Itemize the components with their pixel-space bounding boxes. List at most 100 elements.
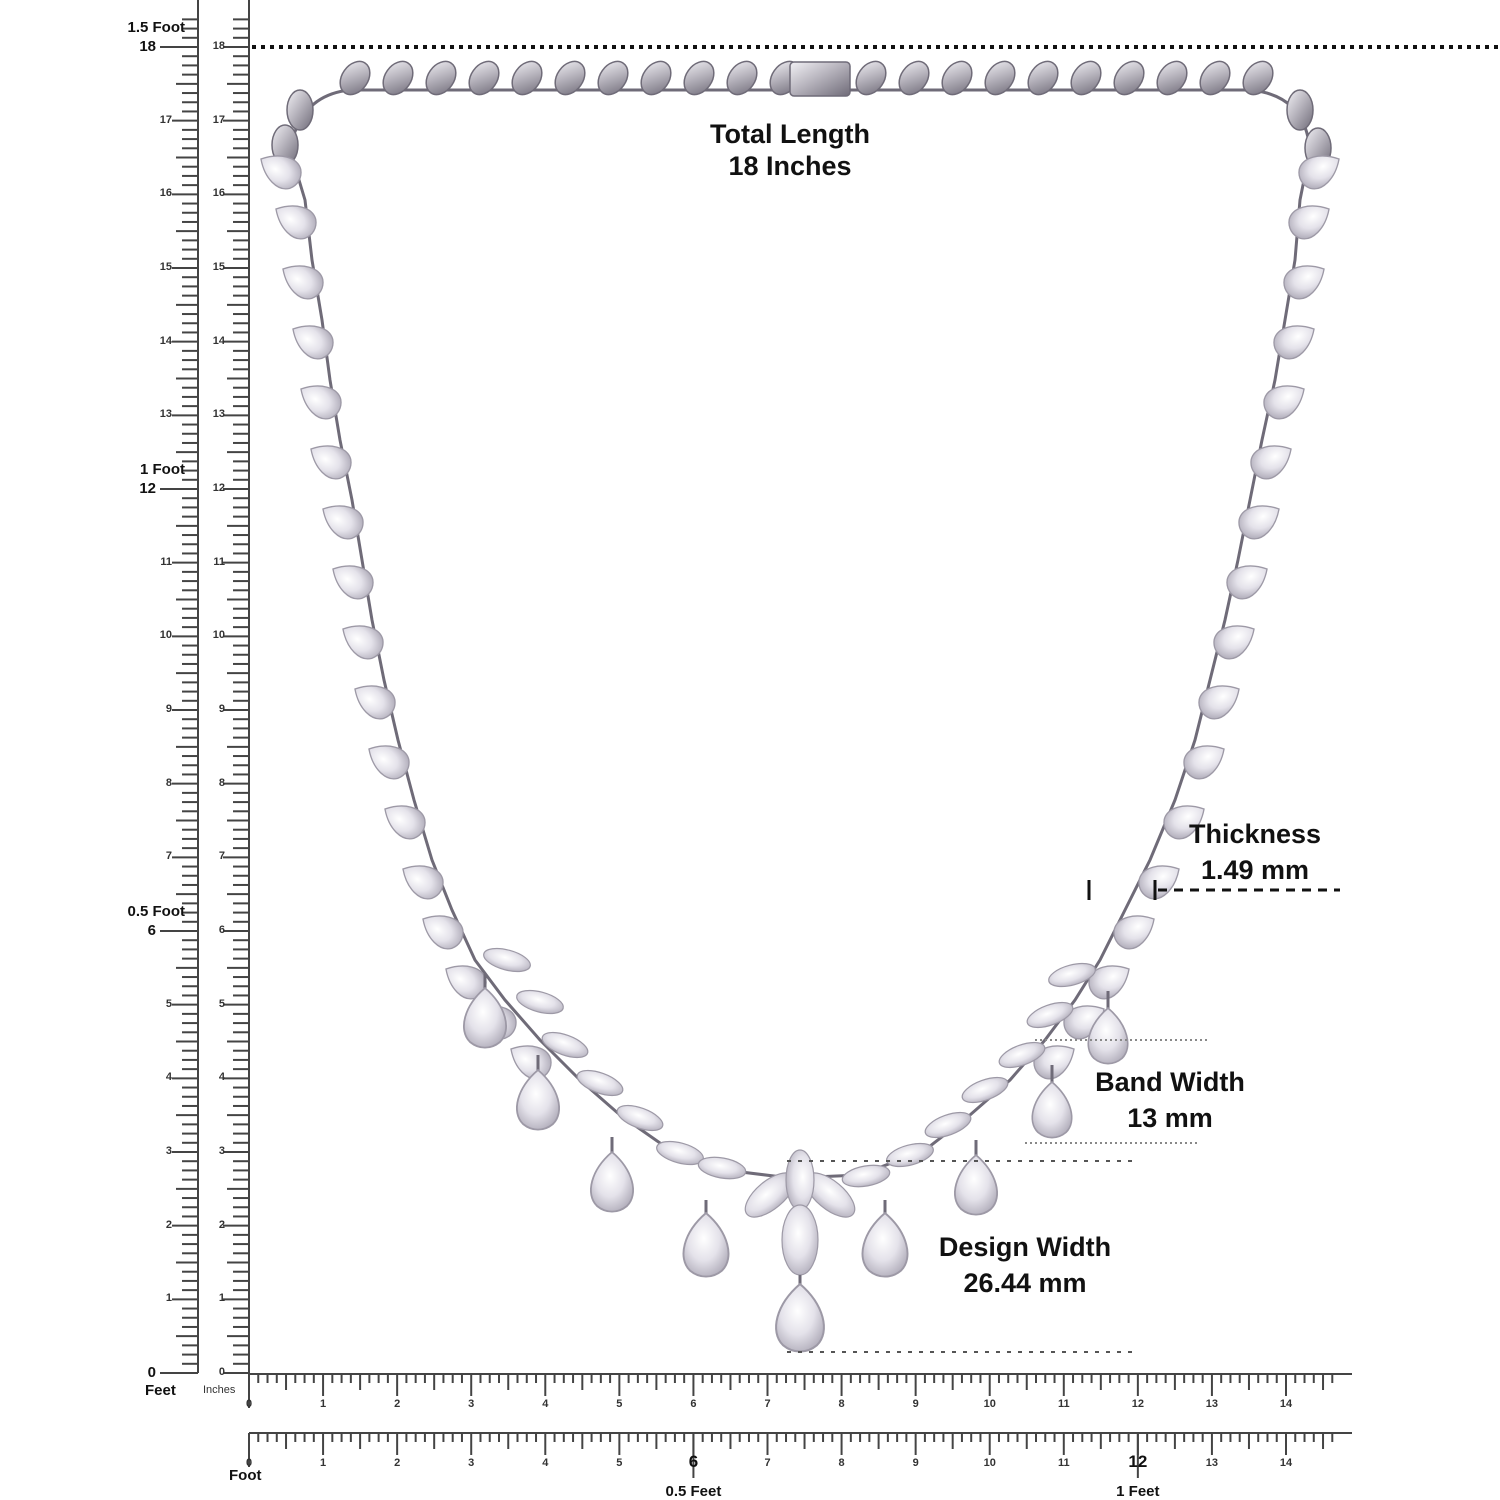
inch-ruler-number: 10	[212, 629, 225, 642]
thickness-title: Thickness	[1188, 819, 1322, 849]
feet-ruler-number: 0	[147, 1364, 156, 1381]
feet-ruler-number: 17	[159, 113, 172, 126]
feet-ruler-number: 2	[394, 1457, 401, 1469]
feet-ruler-number: 11	[160, 555, 172, 568]
feet-ruler-number: 18	[139, 38, 156, 55]
feet-ruler-number: 15	[159, 261, 172, 273]
thickness-value: 1.49 mm	[1200, 855, 1310, 886]
total-length-label: Total Length 18 Inches	[660, 118, 920, 183]
feet-ruler-number: 3	[165, 1145, 172, 1157]
marquise-stone	[1026, 1001, 1074, 1029]
pear-stone	[275, 205, 317, 240]
band-width-value: 13 mm	[1127, 1103, 1213, 1134]
inch-ruler-number: 1	[320, 1398, 327, 1410]
pear-stone	[402, 865, 444, 900]
feet-ruler-number: 5	[165, 997, 172, 1010]
inch-ruler-number: 14	[212, 334, 225, 347]
inch-ruler-number: 4	[218, 1071, 225, 1084]
marquise-stone	[998, 1041, 1046, 1069]
marquise-stone	[516, 989, 564, 1015]
pear-stone	[422, 915, 464, 950]
inch-ruler-number: 6	[690, 1398, 697, 1410]
feet-ruler-number: 8	[838, 1457, 845, 1469]
inch-ruler-number: 13	[1205, 1398, 1219, 1410]
pear-stone	[1138, 865, 1180, 900]
pear-stone	[775, 1282, 825, 1353]
feet-ruler-number: 6	[688, 1452, 699, 1471]
feet-unit-label: Feet	[145, 1382, 176, 1399]
feet-ruler-number: 7	[764, 1457, 771, 1469]
feet-ruler-number: 7	[165, 850, 172, 863]
pear-stone	[332, 565, 374, 600]
design-width-label: Design Width 26.44 mm	[910, 1231, 1140, 1300]
inch-ruler-number: 3	[468, 1398, 475, 1410]
marquise-stone	[616, 1104, 664, 1132]
pear-stone	[282, 265, 324, 300]
pear-stone	[682, 1211, 730, 1278]
design-width-title: Design Width	[938, 1232, 1112, 1262]
thickness-guide	[1087, 880, 1340, 900]
pear-stone	[1263, 385, 1305, 420]
inch-ruler-number: 16	[212, 187, 225, 200]
marquise-stone	[697, 1156, 747, 1180]
pear-stone	[1298, 155, 1340, 190]
inch-ruler-number: 9	[218, 703, 225, 715]
inch-ruler-number: 6	[218, 924, 225, 936]
inch-ruler-number: 8	[838, 1398, 845, 1410]
necklace-image	[260, 60, 1340, 1353]
feet-marker-label: 1 Feet	[1116, 1483, 1160, 1500]
marquise-stone	[576, 1069, 624, 1097]
band-width-title: Band Width	[1095, 1067, 1245, 1097]
band-width-label: Band Width 13 mm	[1070, 1066, 1270, 1135]
pear-stone	[1113, 915, 1155, 950]
feet-ruler-number: 14	[1279, 1457, 1293, 1469]
pear-stone	[342, 625, 384, 660]
pear-stone	[354, 685, 396, 720]
pear-stone	[384, 805, 426, 840]
feet-ruler-number: 6	[147, 922, 156, 939]
clasp	[789, 61, 851, 97]
inch-ruler-number: 17	[212, 113, 225, 126]
pear-stone	[300, 385, 342, 420]
horizontal-rulers	[248, 1373, 1352, 1478]
feet-marker-label: 1 Foot	[140, 461, 185, 478]
feet-ruler-number: 0	[245, 1457, 253, 1469]
inch-ruler-number: 9	[912, 1398, 919, 1410]
inch-ruler-number: 13	[212, 408, 225, 421]
pear-stone	[1087, 1006, 1129, 1065]
feet-ruler-number: 5	[616, 1457, 623, 1469]
pear-stone	[1288, 205, 1330, 240]
pear-stone	[953, 1153, 999, 1216]
pear-stone	[310, 445, 352, 480]
pear-stone	[1183, 745, 1225, 780]
pear-stone	[322, 505, 364, 540]
pear-stone	[1088, 965, 1130, 1000]
pear-stone	[260, 155, 302, 190]
total-length-value: 18 Inches	[728, 151, 852, 182]
pear-stone	[1283, 265, 1325, 300]
pear-stone	[1250, 445, 1292, 480]
inch-ruler-number: 18	[212, 40, 225, 52]
pear-stone	[292, 325, 334, 360]
feet-ruler-number: 2	[165, 1218, 172, 1231]
pear-stone	[462, 986, 508, 1049]
pear-stone	[1033, 1045, 1075, 1080]
feet-ruler-number: 9	[165, 703, 172, 715]
feet-ruler-number: 8	[165, 776, 172, 789]
marquise-stone	[961, 1076, 1009, 1104]
inch-ruler-number: 11	[213, 555, 225, 568]
feet-ruler-number: 10	[159, 629, 172, 642]
feet-ruler-number: 12	[139, 480, 156, 497]
pear-stone	[368, 745, 410, 780]
inch-ruler-number: 12	[212, 482, 225, 494]
foot-unit-label: Foot	[229, 1467, 262, 1484]
marquise-stone	[541, 1031, 589, 1059]
inch-ruler-number: 14	[1279, 1398, 1293, 1410]
design-width-value: 26.44 mm	[963, 1268, 1087, 1299]
inch-ruler-number: 1	[218, 1292, 225, 1305]
pear-stone	[589, 1150, 635, 1213]
inch-ruler-number: 10	[983, 1398, 996, 1410]
feet-marker-label: 0.5 Feet	[665, 1483, 722, 1500]
inch-ruler-number: 0	[245, 1398, 253, 1410]
